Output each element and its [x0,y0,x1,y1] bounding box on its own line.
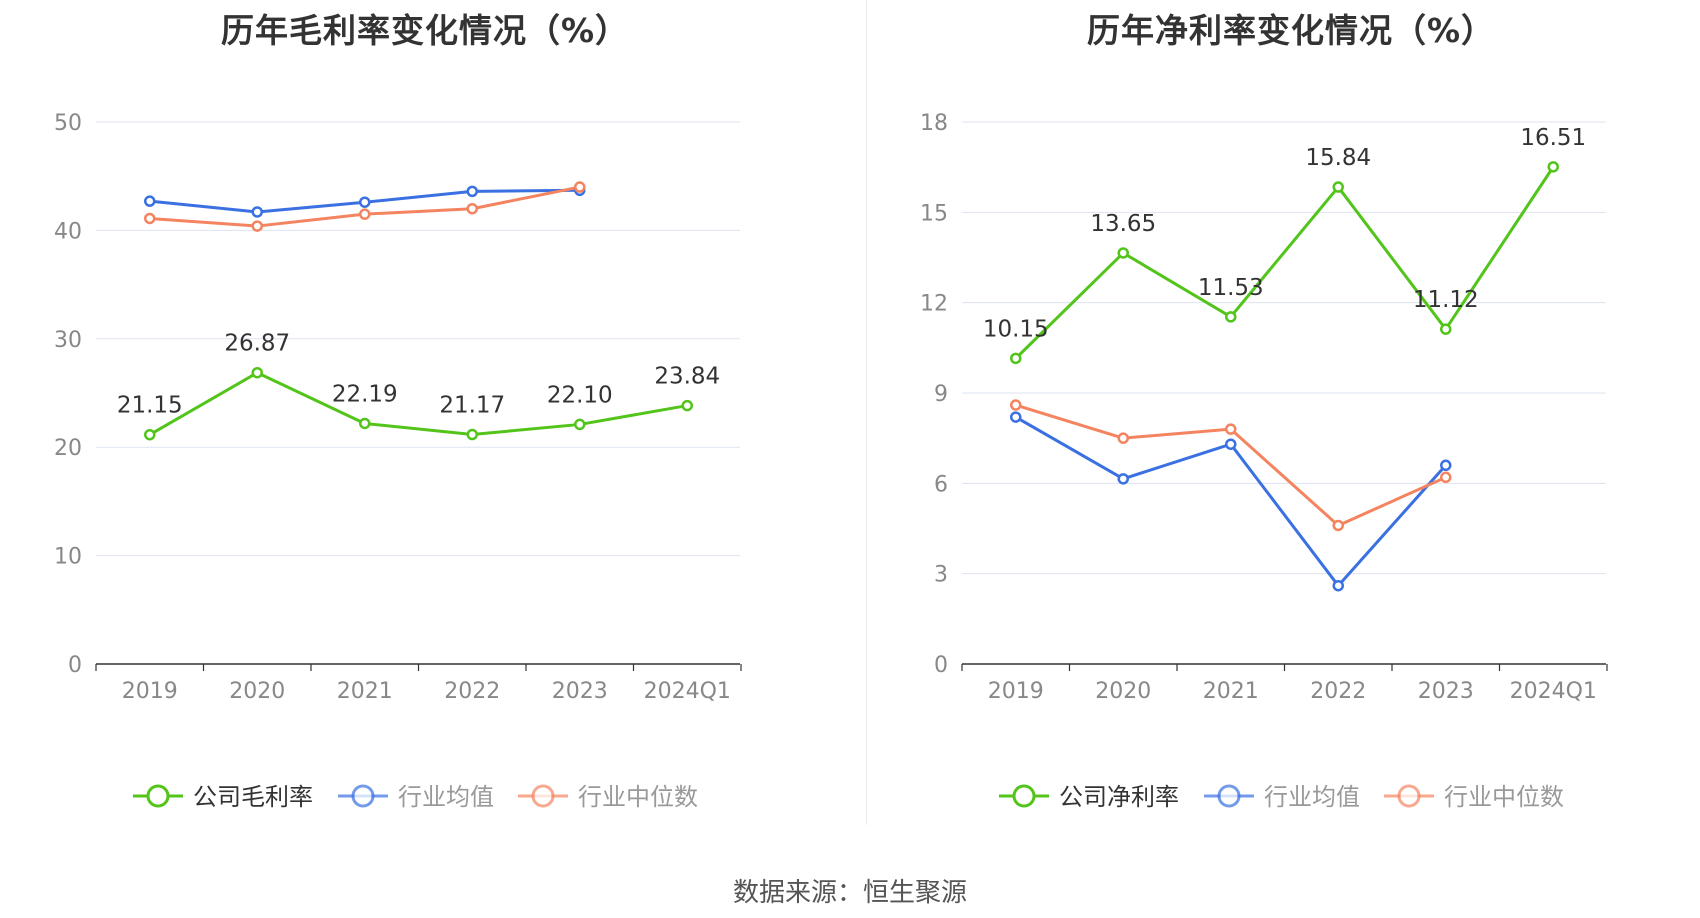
data-label: 21.17 [439,393,505,419]
data-label: 22.19 [332,381,398,407]
gross-margin-chart: 0 10 20 30 40 50 2019 2020 2021 2022 2023 2024Q1 21.… [54,111,742,811]
data-label: 22.10 [547,382,613,408]
data-point [466,428,478,441]
gross-margin-panel: 历年毛利率变化情况（%） 0 10 20 30 40 50 2019 2020 2021 2022… [0,0,850,820]
x-tick-label: 2019 [988,679,1044,704]
legend-marker-icon [1397,784,1421,808]
x-tick-label: 2019 [122,679,178,704]
data-point [1440,323,1452,335]
series-line [1015,403,1447,527]
data-point [251,220,263,232]
data-point [359,208,371,220]
x-tick-label: 2024Q1 [644,679,731,704]
legend-label: 公司净利率 [1059,783,1179,811]
net-margin-panel: 历年净利率变化情况（%） 0 3 6 9 12 15 18 2019 2020 2021 2022 2… [866,0,1700,820]
x-tick-label: 2021 [337,679,393,704]
net-margin-chart: 0 3 6 9 12 15 18 2019 2020 2021 2022 2023 2024Q1 10.1… [920,111,1608,811]
data-label: 11.12 [1413,287,1479,313]
data-label: 23.84 [654,364,720,390]
data-point [144,212,156,225]
legend-marker-icon [1012,784,1036,808]
data-point [251,206,263,218]
legend-label: 行业中位数 [578,783,698,811]
data-point [1117,473,1129,485]
y-tick-label: 20 [54,436,82,461]
data-point [1010,399,1022,411]
y-tick-label: 3 [934,563,948,588]
y-tick-label: 12 [920,292,948,317]
panel-divider [866,0,867,825]
data-point [1332,181,1344,193]
legend-label: 公司毛利率 [193,783,313,811]
legend-marker-icon [531,784,555,808]
data-point [1332,519,1344,532]
data-point [144,428,156,441]
legend-label: 行业均值 [398,783,494,811]
y-tick-label: 15 [920,201,948,226]
x-tick-label: 2020 [229,679,285,704]
data-point [144,195,156,207]
data-point [466,202,478,215]
x-tick-label: 2021 [1203,679,1259,704]
data-label: 10.15 [983,316,1049,342]
data-label: 26.87 [224,331,290,357]
legend-marker-icon [1217,784,1241,808]
data-point [1225,311,1237,323]
data-point [251,366,263,379]
data-point [359,196,371,208]
y-tick-label: 0 [68,653,82,678]
y-tick-label: 10 [54,545,82,570]
x-tick-label: 2022 [444,679,500,704]
legend-marker-icon [146,784,170,808]
x-tick-label: 2020 [1095,679,1151,704]
legend-label: 行业中位数 [1444,783,1564,811]
chart-title: 历年净利率变化情况（%） [1086,11,1496,50]
data-point [1010,352,1022,365]
data-point [574,418,586,431]
data-source-note: 数据来源：恒生聚源 [732,878,967,908]
data-point [466,185,478,198]
data-point [1225,438,1237,450]
data-label: 11.53 [1198,275,1264,301]
x-tick-label: 2024Q1 [1510,679,1597,704]
data-point [359,417,371,430]
y-tick-label: 30 [54,328,82,353]
data-label: 15.84 [1305,145,1371,171]
legend-label: 行业均值 [1264,783,1360,811]
data-label: 13.65 [1090,211,1156,237]
x-tick-label: 2023 [1418,679,1474,704]
x-tick-label: 2022 [1310,679,1366,704]
data-point [1117,247,1129,259]
data-point [1440,459,1452,472]
series-line [149,371,688,437]
series-line [1014,166,1555,360]
legend-marker-icon [351,784,375,808]
data-point [574,181,586,193]
data-point [1117,432,1129,444]
y-tick-label: 9 [934,382,948,407]
y-tick-label: 50 [54,111,82,136]
data-point [1010,411,1022,423]
x-tick-label: 2023 [552,679,608,704]
data-point [1332,579,1344,592]
data-point [1547,161,1559,173]
chart-title: 历年毛利率变化情况（%） [220,11,630,50]
y-tick-label: 40 [54,219,82,244]
data-label: 16.51 [1520,125,1586,151]
y-tick-label: 6 [934,472,948,497]
data-label: 21.15 [117,393,183,419]
data-point [1440,471,1452,484]
data-point [681,399,693,412]
data-point [1225,423,1237,435]
y-tick-label: 0 [934,653,948,678]
y-tick-label: 18 [920,111,948,136]
